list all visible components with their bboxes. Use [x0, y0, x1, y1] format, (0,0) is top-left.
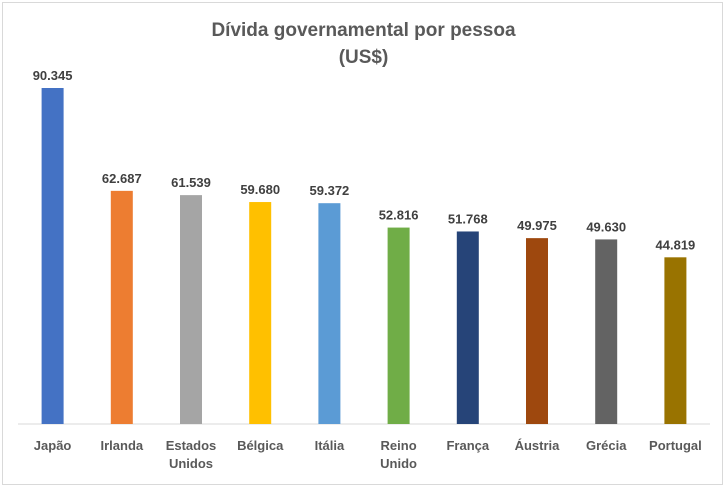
- category-label: Unido: [380, 456, 417, 471]
- bar: [595, 239, 618, 424]
- bar: [387, 227, 410, 424]
- data-label: 44.819: [656, 237, 696, 252]
- category-label: Bélgica: [237, 438, 284, 453]
- category-label: Itália: [315, 438, 345, 453]
- category-label: Reino: [381, 438, 417, 453]
- bar: [110, 190, 133, 424]
- category-label: Áustria: [515, 438, 561, 453]
- data-label: 90.345: [33, 68, 73, 83]
- category-label: Irlanda: [100, 438, 143, 453]
- category-label: Unidos: [169, 456, 213, 471]
- bar: [41, 88, 64, 424]
- category-label: Portugal: [649, 438, 702, 453]
- data-label: 59.680: [240, 182, 280, 197]
- category-label: Grécia: [586, 438, 627, 453]
- data-label: 59.372: [310, 183, 350, 198]
- data-label: 62.687: [102, 171, 142, 186]
- bar: [318, 203, 341, 424]
- bar: [526, 238, 548, 424]
- bar: [180, 195, 202, 424]
- data-label: 61.539: [171, 175, 211, 190]
- data-label: 51.768: [448, 211, 488, 226]
- data-label: 49.630: [586, 219, 626, 234]
- data-label: 52.816: [379, 208, 419, 223]
- chart-title: Dívida governamental por pessoa: [211, 20, 516, 41]
- chart-subtitle: (US$): [338, 47, 389, 68]
- bar: [249, 202, 272, 424]
- bar: [664, 257, 687, 424]
- category-label: Japão: [34, 438, 72, 453]
- data-label: 49.975: [517, 218, 557, 233]
- bar: [456, 231, 479, 424]
- category-label: Estados: [166, 438, 217, 453]
- category-label: França: [446, 438, 489, 453]
